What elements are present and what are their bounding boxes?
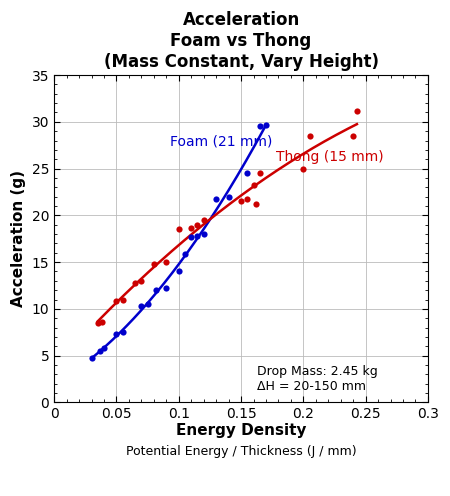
Point bbox=[252, 200, 260, 208]
Point bbox=[119, 296, 126, 304]
Point bbox=[163, 284, 170, 292]
Point bbox=[306, 132, 313, 140]
Point bbox=[138, 302, 145, 310]
Point bbox=[97, 347, 104, 355]
Point bbox=[119, 328, 126, 336]
Text: Potential Energy / Thickness (J / mm): Potential Energy / Thickness (J / mm) bbox=[126, 445, 356, 458]
Text: Drop Mass: 2.45 kg
ΔH = 20-150 mm: Drop Mass: 2.45 kg ΔH = 20-150 mm bbox=[257, 365, 378, 393]
Point bbox=[153, 286, 160, 294]
Point bbox=[181, 249, 189, 257]
Point bbox=[175, 225, 182, 233]
Point bbox=[256, 169, 263, 177]
Point bbox=[300, 165, 307, 173]
Title: Acceleration
Foam vs Thong
(Mass Constant, Vary Height): Acceleration Foam vs Thong (Mass Constan… bbox=[104, 11, 378, 71]
Text: Foam (21 mm): Foam (21 mm) bbox=[170, 134, 272, 148]
Point bbox=[212, 194, 220, 202]
Point bbox=[188, 225, 195, 233]
Point bbox=[256, 123, 263, 130]
Point bbox=[150, 260, 158, 268]
Point bbox=[262, 121, 270, 128]
Point bbox=[113, 298, 120, 306]
Point bbox=[250, 182, 257, 189]
Point bbox=[194, 221, 201, 229]
Point bbox=[163, 258, 170, 266]
Point bbox=[200, 230, 207, 238]
Point bbox=[350, 132, 357, 140]
Point bbox=[353, 107, 360, 115]
Point bbox=[100, 344, 108, 352]
Text: Thong (15 mm): Thong (15 mm) bbox=[276, 150, 383, 164]
Point bbox=[113, 330, 120, 338]
X-axis label: Energy Density: Energy Density bbox=[176, 423, 306, 437]
Point bbox=[244, 194, 251, 202]
Point bbox=[175, 267, 182, 275]
Point bbox=[194, 232, 201, 240]
Point bbox=[144, 300, 151, 308]
Point bbox=[94, 319, 101, 327]
Point bbox=[131, 279, 139, 287]
Point bbox=[200, 216, 207, 224]
Point bbox=[88, 355, 95, 363]
Y-axis label: Acceleration (g): Acceleration (g) bbox=[11, 170, 26, 307]
Point bbox=[98, 318, 105, 326]
Point bbox=[225, 192, 232, 200]
Point bbox=[238, 197, 245, 205]
Point bbox=[138, 277, 145, 285]
Point bbox=[188, 233, 195, 241]
Point bbox=[244, 169, 251, 177]
